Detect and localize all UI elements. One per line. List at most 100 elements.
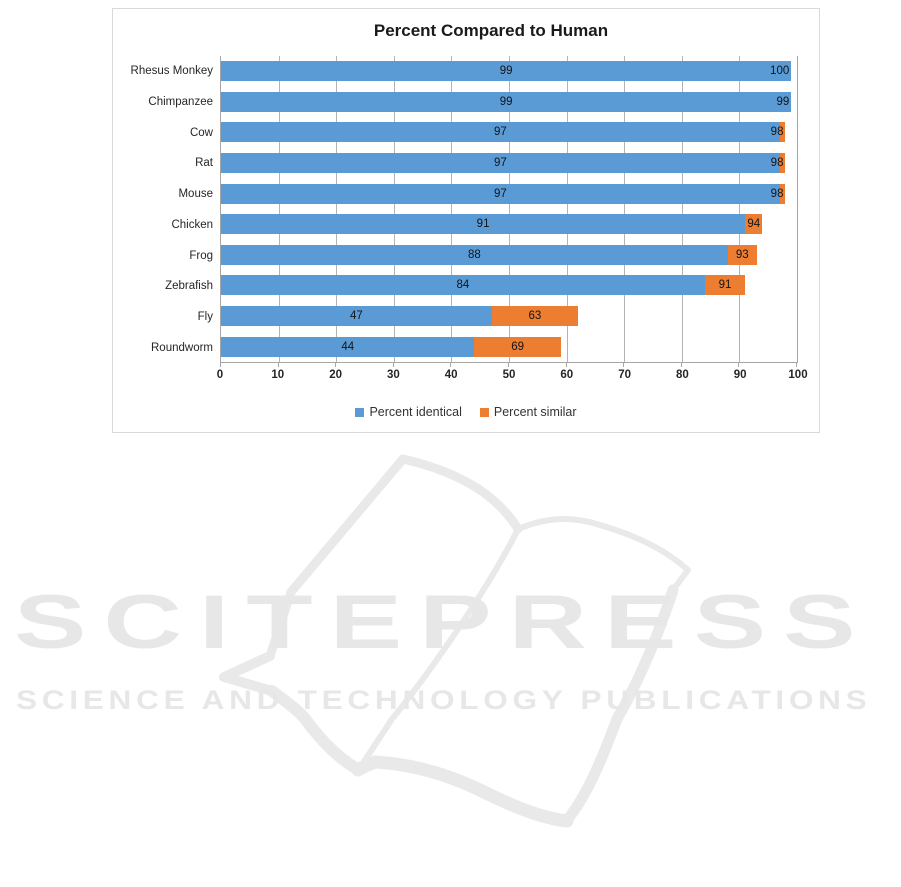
category-label: Roundworm [151, 341, 213, 354]
bar-label-identical: 97 [493, 126, 507, 139]
bar-segment-identical [221, 214, 746, 235]
legend-item: Percent identical [355, 405, 462, 419]
bar-label-similar: 91 [718, 279, 732, 292]
category-label: Rhesus Monkey [130, 65, 213, 78]
gridline [739, 56, 741, 362]
legend-swatch-icon [355, 407, 365, 417]
bar-segment-identical [221, 122, 780, 143]
gridline [393, 56, 395, 362]
legend-label: Percent similar [493, 405, 577, 419]
chart-title: Percent Compared to Human [373, 21, 609, 40]
bar-label-identical: 97 [493, 187, 507, 200]
bar-label-identical: 44 [341, 340, 355, 353]
legend-label: Percent identical [369, 405, 462, 419]
x-axis-tick-label: 30 [386, 369, 400, 381]
axis-tick-mark [450, 362, 452, 367]
bar-segment-similar [491, 306, 579, 327]
bar-segment-identical [221, 61, 792, 82]
bar-label-similar: 98 [770, 126, 784, 139]
bar-segment-identical [221, 275, 705, 296]
x-axis-tick-label: 90 [733, 369, 747, 381]
bar-segment-identical [221, 153, 780, 174]
bar-segment-similar [779, 183, 786, 204]
gridline [624, 56, 626, 362]
x-axis-tick-label: 60 [560, 369, 574, 381]
axis-tick-mark [335, 362, 337, 367]
x-axis-tick-label: 70 [618, 369, 631, 381]
watermark-wordmark: SCITEPRESS [14, 580, 873, 665]
bar-row: 97 98 [221, 117, 797, 148]
bar-segment-similar [779, 153, 786, 174]
category-label: Rat [195, 157, 213, 170]
bar-row: 44 69 [221, 331, 797, 362]
legend-swatch-icon [479, 407, 489, 417]
category-label: Frog [189, 249, 213, 262]
axis-tick-mark [220, 362, 221, 367]
bar-segment-identical [221, 183, 780, 204]
bar-label-identical: 47 [349, 310, 363, 323]
category-label: Mouse [178, 188, 213, 201]
x-axis-tick-label: 20 [329, 369, 342, 381]
axis-tick-mark [796, 362, 797, 367]
watermark-tagline: SCIENCE AND TECHNOLOGY PUBLICATIONS [16, 685, 872, 715]
axis-tick-mark [565, 362, 567, 367]
gridline [336, 56, 338, 362]
gridline [278, 56, 280, 362]
axis-tick-mark [680, 362, 682, 367]
bar-segment-identical [221, 336, 475, 357]
bar-segment-similar [779, 122, 786, 143]
axis-tick-mark [277, 362, 279, 367]
axis-tick-mark [508, 362, 509, 367]
bar-label-similar: 93 [735, 248, 749, 261]
bar-row: 47 63 [221, 301, 797, 332]
category-label: Chimpanzee [148, 96, 213, 109]
plot-area: 99 100 99 99 97 98 97 98 97 98 91 94 88 93 84 91 47 63 44 6… [220, 56, 798, 367]
bar-segment-similar [704, 275, 746, 296]
legend-item: Percent similar [479, 405, 577, 419]
bar-segment-identical [221, 306, 492, 327]
bar-label-similar: 98 [770, 157, 784, 170]
bar-segment-similar [745, 214, 763, 235]
bar-label-similar: 98 [770, 187, 784, 200]
bar-segment-similar [727, 244, 757, 265]
category-label: Chicken [171, 218, 213, 231]
bar-label-identical: 88 [468, 248, 481, 261]
bar-segment-identical [221, 91, 792, 112]
bar-row: 97 98 [221, 178, 797, 209]
gridline [509, 56, 510, 362]
bar-segment-identical [221, 244, 728, 265]
bar-label-similar: 99 [776, 95, 790, 108]
x-axis-tick-label: 40 [444, 369, 458, 381]
bar-label-identical: 91 [476, 218, 490, 231]
x-axis-tick-label: 10 [271, 369, 285, 381]
bar-row: 91 94 [221, 209, 797, 240]
bar-label-similar: 69 [511, 340, 525, 353]
x-axis-tick-label: 100 [788, 369, 808, 381]
bar-label-similar: 100 [770, 65, 790, 78]
category-label: Cow [189, 126, 213, 139]
bar-row: 88 93 [221, 240, 797, 271]
x-axis-tick-label: 50 [502, 369, 516, 381]
gridline [451, 56, 453, 362]
gridline [566, 56, 568, 362]
legend: Percent identical Percent similar [113, 405, 819, 419]
bar-row: 84 91 [221, 270, 797, 301]
category-label: Zebrafish [165, 280, 213, 293]
chart: Percent Compared to Human Rhesus Monkey C… [112, 8, 820, 433]
bar-label-identical: 99 [499, 95, 513, 108]
x-axis-tick-label: 80 [675, 369, 689, 381]
bar-row: 99 99 [221, 87, 797, 118]
x-axis-tick-label: 0 [216, 369, 224, 381]
gridline [681, 56, 683, 362]
bar-row: 99 100 [221, 56, 797, 87]
bar-label-identical: 84 [456, 279, 470, 292]
bar-label-identical: 99 [499, 65, 513, 78]
bar-row: 97 98 [221, 148, 797, 179]
bar-segment-similar [474, 336, 561, 357]
x-axis: 0 10 20 30 40 50 60 70 80 90 100 [216, 369, 808, 387]
category-axis: Rhesus Monkey Chimpanzee Cow Rat Mouse Chicke… [113, 56, 213, 363]
axis-tick-mark [623, 362, 625, 367]
category-label: Fly [197, 310, 213, 323]
